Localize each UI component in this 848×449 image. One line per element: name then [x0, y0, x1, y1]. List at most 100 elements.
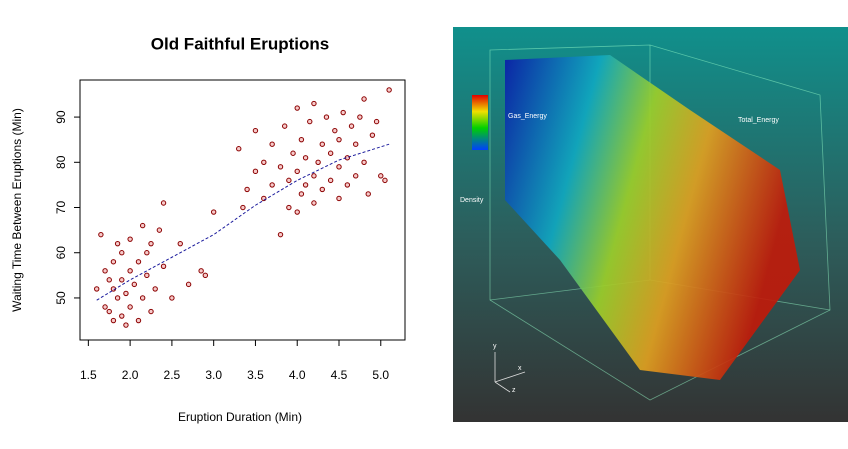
point	[127, 236, 133, 242]
point	[252, 168, 259, 175]
point	[144, 272, 150, 279]
point	[290, 150, 296, 156]
point	[102, 268, 108, 274]
point	[327, 177, 334, 184]
point	[114, 295, 121, 301]
point	[144, 250, 150, 256]
point	[114, 240, 121, 247]
point	[261, 159, 267, 165]
axis-triad	[494, 352, 526, 393]
point	[311, 100, 317, 107]
point	[307, 118, 313, 125]
point	[373, 118, 380, 125]
x-tick-label: 3.0	[205, 368, 222, 382]
y-tick-label: 90	[54, 110, 68, 124]
y-tick-label: 80	[54, 155, 68, 169]
x-tick-label: 5.0	[372, 368, 389, 382]
x-tick-label: 2.0	[122, 368, 139, 382]
point	[156, 227, 163, 233]
x-tick-label: 4.0	[289, 368, 306, 382]
point	[252, 127, 259, 134]
color-legend	[472, 95, 488, 150]
point	[110, 259, 117, 265]
point	[269, 182, 275, 188]
point	[319, 186, 325, 193]
point	[311, 173, 317, 179]
x-tick-label: 3.5	[247, 368, 264, 382]
x-tick-label: 2.5	[164, 368, 181, 382]
point	[386, 87, 392, 93]
point	[302, 182, 309, 188]
point	[160, 263, 167, 269]
point	[148, 240, 154, 247]
point	[353, 141, 359, 147]
point	[336, 136, 342, 143]
point	[298, 191, 305, 197]
point	[294, 105, 300, 111]
point	[198, 268, 204, 274]
point	[169, 295, 175, 301]
point	[277, 231, 284, 238]
point	[123, 322, 129, 328]
point	[294, 209, 300, 215]
render-label: Density	[460, 197, 484, 204]
point	[119, 250, 125, 256]
point	[152, 286, 158, 292]
point	[353, 173, 359, 179]
point	[369, 132, 376, 138]
point	[365, 191, 371, 197]
point	[323, 114, 330, 120]
point	[119, 277, 125, 283]
x-axis-label: Eruption Duration (Min)	[178, 410, 302, 424]
point	[127, 268, 133, 274]
point	[185, 281, 192, 288]
chart-title: Old Faithful Eruptions	[151, 34, 329, 53]
y-tick-label: 50	[54, 291, 68, 305]
render-label: z	[512, 387, 516, 394]
point	[336, 195, 342, 202]
y-tick-label: 70	[54, 201, 68, 215]
point	[110, 317, 117, 324]
x-tick-label: 4.5	[331, 368, 348, 382]
point	[135, 259, 142, 265]
point	[344, 182, 351, 188]
point	[332, 127, 338, 134]
point	[357, 114, 363, 120]
point	[135, 317, 142, 324]
point	[327, 150, 334, 156]
trend-line	[96, 143, 390, 301]
render-panel: Gas_Energy Total_Energy Density y x z	[453, 27, 848, 422]
point	[102, 304, 108, 310]
point	[148, 308, 154, 315]
render-labels: Gas_Energy Total_Energy Density y x z	[460, 113, 779, 394]
point	[106, 308, 112, 315]
point	[210, 209, 217, 215]
point	[139, 295, 146, 301]
plot-frame	[79, 79, 406, 341]
render-label: Total_Energy	[738, 117, 779, 124]
render-label: Gas_Energy	[508, 113, 547, 120]
point	[286, 204, 292, 211]
point	[106, 277, 112, 283]
point	[236, 146, 242, 152]
x-tick-label: 1.5	[80, 368, 97, 382]
point	[348, 123, 355, 129]
point	[315, 159, 321, 165]
render-label: y	[493, 343, 497, 350]
point	[286, 177, 292, 184]
point	[244, 186, 250, 193]
point	[123, 290, 129, 297]
point	[98, 231, 104, 238]
plot: 1.5 2.0 2.5 3.0 3.5 4.0 4.5 5.0 50 60 70 80 90	[54, 87, 392, 382]
point	[336, 164, 342, 170]
point	[378, 173, 384, 179]
point	[382, 177, 388, 184]
point	[160, 200, 167, 206]
point	[319, 141, 325, 147]
point	[340, 109, 346, 116]
point	[131, 281, 138, 288]
point	[177, 240, 183, 247]
y-axis-label: Waiting Time Between Eruptions (Min)	[10, 108, 24, 312]
point	[298, 136, 305, 143]
